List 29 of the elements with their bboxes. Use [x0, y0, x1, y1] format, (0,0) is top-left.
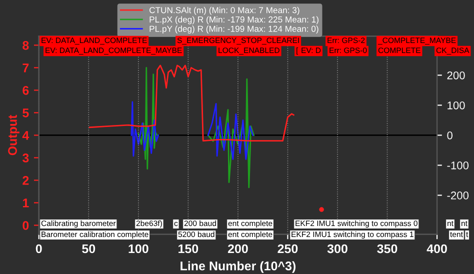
legend-label: CTUN.SAlt (m) (Min: 0 Max: 7 Mean: 3) [150, 6, 300, 15]
y-tick-label: 0 [22, 221, 29, 230]
y2-tick-label: 200 [447, 71, 465, 80]
x-tick-label: 250 [278, 244, 298, 254]
x-tick-label: 350 [377, 244, 398, 254]
x-tick-label: 200 [228, 244, 248, 254]
y2-tick-label: 0 [447, 131, 452, 140]
x-tick-label: 50 [82, 244, 96, 254]
x-tick-label: 300 [327, 244, 348, 254]
y2-tick-label: -100 [447, 162, 469, 170]
y-tick-label: 6 [22, 86, 29, 95]
y-tick-label: 3 [22, 154, 29, 162]
y-axis-title: Output [8, 114, 20, 156]
x-tick-label: 150 [178, 244, 198, 254]
x-tick-label: 0 [36, 244, 42, 254]
y-tick-label: 5 [22, 108, 29, 118]
x-axis-title: Line Number (10^3) [180, 261, 296, 273]
y-tick-label: 1 [22, 198, 29, 208]
y-tick-label: 8 [22, 40, 29, 50]
y-tick-label: 7 [22, 64, 29, 72]
legend-label: PL.pX (deg) R (Min: -179 Max: 225 Mean: 1) [150, 16, 318, 24]
y-tick-label: 4 [22, 131, 30, 140]
x-tick-label: 100 [128, 244, 148, 254]
legend-label: PL.pY (deg) R (Min: -199 Max: 124 Mean: 0) [150, 26, 318, 34]
x-tick-label: 400 [426, 244, 447, 254]
y2-tick-label: -200 [447, 192, 469, 200]
y2-tick-label: 100 [448, 101, 465, 110]
line-series [88, 64, 294, 142]
y-tick-label: 2 [22, 176, 29, 185]
